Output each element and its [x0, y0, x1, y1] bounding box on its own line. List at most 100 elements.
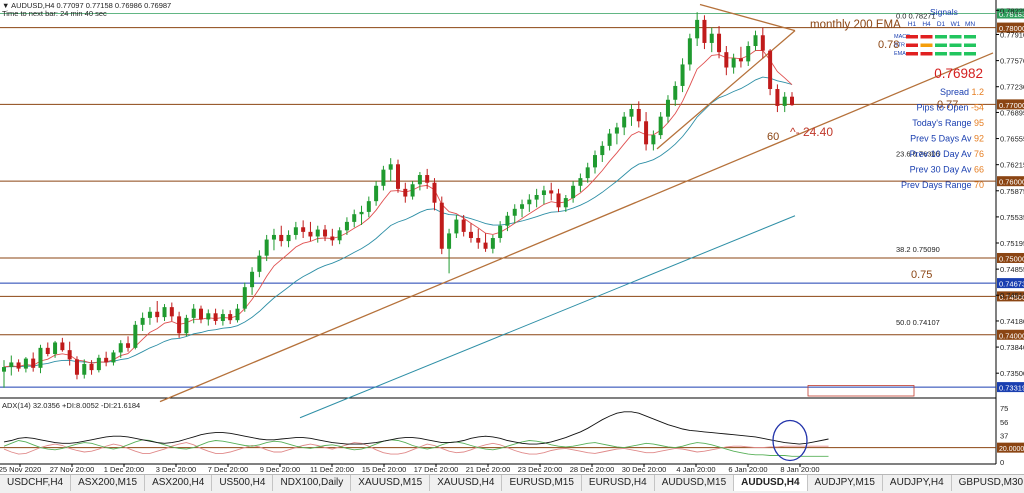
candle-body: [242, 287, 247, 309]
time-tick-label: 23 Dec 20:00: [518, 465, 563, 474]
level-label-077: 0.77: [937, 99, 958, 111]
adx-header: ADX(14) 32.0356 +DI:8.0052 -DI:21.6184: [2, 401, 140, 410]
signal-row-label: EMA: [894, 51, 906, 57]
chart-tab[interactable]: XAUUSD,H4: [430, 475, 503, 491]
chart-tab[interactable]: ASX200,M15: [71, 475, 146, 491]
signal-timeframe-label: H4: [922, 21, 931, 28]
fib-level-label: 38.2 0.75090: [896, 245, 940, 254]
signals-title: Signals: [930, 7, 958, 17]
atr-value-label: 60: [767, 131, 779, 143]
candle-body: [614, 127, 619, 134]
info-row-label: Spread: [940, 87, 972, 97]
chart-tab[interactable]: AUDJPY,M15: [808, 475, 883, 491]
candle-body: [60, 342, 65, 351]
candle-body: [2, 367, 6, 372]
candle-body: [563, 198, 568, 208]
candle-body: [724, 52, 729, 68]
chart-tab[interactable]: XAUUSD,M15: [351, 475, 431, 491]
info-row-value: 92: [974, 134, 984, 144]
price-level-label: 0.75000: [999, 254, 1024, 263]
info-row-label: Prev 5 Days Av: [910, 134, 974, 144]
candle-body: [381, 169, 386, 186]
time-tick-label: 25 Nov 2020: [0, 465, 41, 474]
signal-cell: [964, 52, 976, 56]
candle-body: [104, 357, 109, 363]
chart-tab[interactable]: AUDUSD,M15: [655, 475, 735, 491]
time-tick-label: 4 Jan 20:00: [676, 465, 715, 474]
candle-body: [403, 188, 408, 197]
candle-body: [126, 343, 131, 348]
price-tick-label: 0.74855: [1000, 265, 1024, 274]
info-panel-row: Prev 5 Days Av 92: [910, 134, 984, 144]
time-tick-label: 9 Dec 20:00: [260, 465, 300, 474]
price-level-box: [997, 176, 1024, 187]
candle-body: [323, 229, 328, 237]
chart-tab[interactable]: EURUSD,M15: [502, 475, 582, 491]
info-row-label: Prev 30 Day Av: [910, 165, 974, 175]
candle-body: [257, 255, 262, 272]
chart-tab[interactable]: NDX100,Daily: [273, 475, 352, 491]
candle-body: [644, 121, 649, 145]
candle-body: [53, 342, 58, 354]
price-level-box: [997, 291, 1024, 302]
price-chart-svg[interactable]: 0.78000 0.77000 0.76000 0.75000 0.74673 0.745…: [0, 0, 1024, 474]
monthly-200-ema-line: [299, 215, 796, 419]
candle-body: [111, 352, 116, 363]
candle-body: [468, 231, 473, 239]
candle-body: [308, 231, 313, 237]
current-price-label: 0.78183: [999, 10, 1024, 19]
chart-tab[interactable]: GBPUSD,M30: [952, 475, 1024, 491]
signal-timeframe-label: W1: [951, 21, 961, 28]
info-panel-row: Today's Range 95: [912, 118, 984, 128]
candle-body: [133, 324, 138, 348]
adx-main-line: [3, 411, 829, 445]
signal-cell: [935, 35, 947, 39]
candle-body: [140, 317, 145, 325]
price-level-label: 0.74673: [999, 280, 1024, 289]
candle-body: [709, 33, 714, 43]
time-tick-label: 21 Dec 20:00: [466, 465, 511, 474]
chart-tab[interactable]: US500,H4: [212, 475, 274, 491]
candle-body: [760, 35, 765, 51]
chart-tab[interactable]: AUDJPY,H4: [883, 475, 952, 491]
time-tick-label: 11 Dec 20:00: [310, 465, 354, 474]
chart-tab[interactable]: EURUSD,H4: [582, 475, 655, 491]
candle-body: [746, 46, 751, 62]
candle-body: [454, 219, 459, 234]
chart-tab[interactable]: USDCHF,H4: [0, 475, 72, 491]
level-label-078: 0.78: [878, 39, 899, 51]
price-level-box: [997, 99, 1024, 110]
time-tick-label: 30 Dec 20:00: [622, 465, 667, 474]
candle-body: [585, 167, 590, 179]
adx-minus-di-line: [3, 442, 829, 455]
triangle-upper-line: [699, 3, 796, 32]
candle-body: [658, 116, 663, 136]
signal-timeframe-label: H1: [908, 21, 917, 28]
triangle-lower-line: [656, 30, 796, 150]
candle-body: [315, 229, 320, 237]
candle-body: [775, 89, 780, 106]
candle-body: [738, 58, 743, 62]
chart-tab[interactable]: AUDUSD,H4: [734, 475, 808, 491]
candle-body: [782, 96, 787, 106]
signal-cell: [949, 43, 962, 47]
candle-body: [228, 314, 233, 321]
candle-body: [388, 164, 393, 170]
price-level-label: 0.73319: [999, 384, 1024, 393]
uptrend-line: [159, 52, 994, 403]
candle-body: [38, 347, 43, 368]
info-panel-row: Pips to Open -54: [916, 103, 984, 113]
candle-body: [155, 311, 160, 318]
chart-tab[interactable]: ASX200,H4: [145, 475, 213, 491]
candle-body: [330, 236, 335, 241]
price-tick-label: 0.76215: [1000, 161, 1024, 170]
candle-body: [177, 316, 182, 334]
candle-body: [520, 204, 525, 209]
signal-row-label: STR: [894, 43, 905, 49]
candle-body: [366, 201, 371, 212]
info-panel-row: Prev 10 Day Av 76: [910, 149, 984, 159]
signal-cell: [906, 35, 918, 39]
price-tick-label: 0.76555: [1000, 135, 1024, 144]
